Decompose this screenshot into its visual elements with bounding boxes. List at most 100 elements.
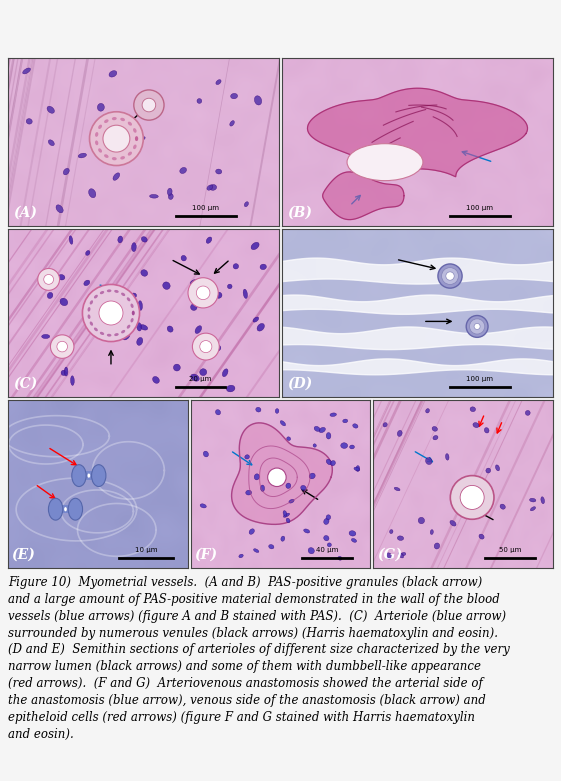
- Ellipse shape: [104, 155, 109, 158]
- Ellipse shape: [450, 520, 456, 526]
- Ellipse shape: [48, 140, 54, 145]
- Ellipse shape: [127, 325, 130, 329]
- Ellipse shape: [287, 437, 291, 440]
- Ellipse shape: [351, 538, 357, 542]
- Ellipse shape: [211, 344, 221, 351]
- Ellipse shape: [197, 98, 202, 103]
- Ellipse shape: [231, 94, 237, 98]
- Bar: [79, 472, 99, 480]
- Ellipse shape: [133, 144, 136, 149]
- Ellipse shape: [150, 194, 158, 198]
- Bar: [56, 505, 75, 513]
- Ellipse shape: [350, 445, 355, 449]
- Ellipse shape: [245, 455, 250, 459]
- Ellipse shape: [94, 294, 98, 298]
- Ellipse shape: [47, 292, 53, 298]
- Ellipse shape: [109, 70, 117, 77]
- Text: narrow lumen (black arrows) and some of them with dumbbell-like appearance: narrow lumen (black arrows) and some of …: [8, 660, 481, 673]
- Ellipse shape: [233, 264, 238, 269]
- Ellipse shape: [473, 423, 479, 427]
- Ellipse shape: [122, 297, 127, 304]
- Circle shape: [44, 274, 53, 284]
- Text: the anastomosis (blue arrow), venous side of the anastomosis (black arrow) and: the anastomosis (blue arrow), venous sid…: [8, 694, 486, 707]
- Ellipse shape: [254, 549, 259, 552]
- Ellipse shape: [261, 485, 265, 491]
- Circle shape: [470, 319, 485, 334]
- Text: epitheloid cells (red arrows) (figure F and G stained with Harris haematoxylin: epitheloid cells (red arrows) (figure F …: [8, 711, 475, 724]
- Ellipse shape: [141, 269, 148, 276]
- Ellipse shape: [26, 119, 32, 124]
- Polygon shape: [307, 88, 527, 177]
- Ellipse shape: [167, 188, 172, 195]
- Ellipse shape: [107, 333, 112, 339]
- Circle shape: [50, 335, 74, 358]
- Ellipse shape: [353, 424, 358, 428]
- Text: (E): (E): [12, 547, 35, 562]
- Circle shape: [466, 316, 488, 337]
- Ellipse shape: [495, 465, 500, 471]
- Text: 10 μm: 10 μm: [135, 547, 158, 553]
- Circle shape: [268, 468, 286, 487]
- Text: (F): (F): [194, 547, 217, 562]
- Ellipse shape: [114, 333, 119, 336]
- Ellipse shape: [167, 326, 173, 332]
- Ellipse shape: [181, 255, 186, 261]
- Ellipse shape: [222, 369, 228, 376]
- Text: (red arrows).  (F and G)  Arteriovenous anastomosis showed the arterial side of: (red arrows). (F and G) Arteriovenous an…: [8, 677, 483, 690]
- Circle shape: [188, 278, 218, 308]
- Ellipse shape: [327, 459, 332, 465]
- Text: Figure 10)  Myometrial vessels.  (A and B)  PAS-positive granules (black arrow): Figure 10) Myometrial vessels. (A and B)…: [8, 576, 482, 590]
- Ellipse shape: [347, 144, 423, 180]
- Ellipse shape: [476, 506, 480, 511]
- Text: 100 μm: 100 μm: [466, 205, 493, 211]
- Ellipse shape: [397, 430, 402, 437]
- Ellipse shape: [470, 407, 476, 412]
- Ellipse shape: [389, 530, 393, 533]
- Text: (G): (G): [377, 547, 402, 562]
- Ellipse shape: [64, 507, 67, 512]
- Ellipse shape: [500, 504, 505, 509]
- Ellipse shape: [71, 376, 74, 385]
- Circle shape: [103, 125, 130, 152]
- Text: and eosin).: and eosin).: [8, 727, 73, 740]
- Ellipse shape: [91, 465, 106, 487]
- Ellipse shape: [89, 189, 96, 198]
- Ellipse shape: [426, 458, 432, 465]
- Ellipse shape: [191, 304, 197, 310]
- Ellipse shape: [203, 451, 209, 457]
- Circle shape: [82, 284, 140, 341]
- Ellipse shape: [327, 433, 331, 439]
- Ellipse shape: [104, 119, 109, 123]
- Ellipse shape: [137, 323, 141, 331]
- Ellipse shape: [42, 334, 50, 338]
- Text: surrounded by numerous venules (black arrows) (Harris haematoxylin and eosin).: surrounded by numerous venules (black ar…: [8, 626, 498, 640]
- Ellipse shape: [173, 364, 180, 371]
- Ellipse shape: [132, 311, 135, 316]
- Polygon shape: [323, 172, 404, 219]
- Ellipse shape: [78, 153, 86, 158]
- Ellipse shape: [327, 543, 332, 547]
- Ellipse shape: [88, 307, 90, 312]
- Ellipse shape: [308, 547, 314, 554]
- Ellipse shape: [132, 311, 135, 316]
- Ellipse shape: [283, 511, 287, 516]
- Ellipse shape: [120, 156, 125, 159]
- Circle shape: [99, 301, 123, 325]
- Ellipse shape: [398, 552, 403, 558]
- Ellipse shape: [58, 274, 65, 280]
- Ellipse shape: [22, 68, 30, 74]
- Ellipse shape: [121, 330, 125, 333]
- Ellipse shape: [525, 411, 530, 415]
- Circle shape: [438, 264, 462, 288]
- Ellipse shape: [419, 517, 425, 524]
- Ellipse shape: [140, 325, 148, 330]
- Ellipse shape: [48, 498, 63, 520]
- Ellipse shape: [195, 326, 201, 333]
- Circle shape: [57, 341, 67, 352]
- Ellipse shape: [180, 167, 186, 173]
- Ellipse shape: [338, 556, 342, 560]
- Ellipse shape: [139, 137, 145, 141]
- Ellipse shape: [254, 474, 259, 480]
- Ellipse shape: [191, 374, 199, 381]
- Ellipse shape: [84, 280, 90, 286]
